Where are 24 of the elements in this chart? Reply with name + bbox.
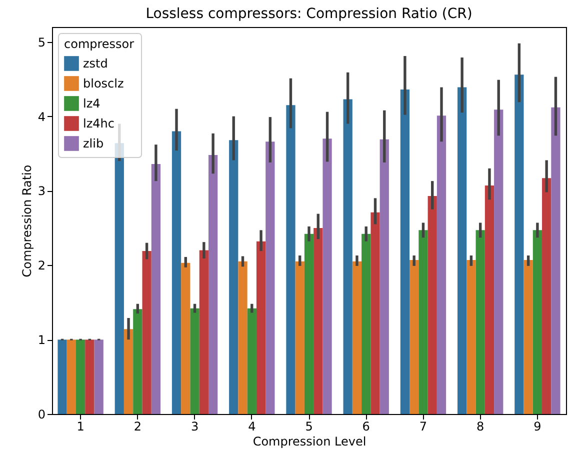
y-tick-label: 5 xyxy=(38,35,46,50)
x-tick-label: 6 xyxy=(362,420,370,434)
x-tick-label: 5 xyxy=(305,420,313,434)
legend-title: compressor xyxy=(64,37,134,51)
chart-title: Lossless compressors: Compression Ratio (CR) xyxy=(146,6,472,22)
x-tick-label: 3 xyxy=(190,420,199,434)
legend-label: zstd xyxy=(83,56,108,70)
y-axis-title: Compression Ratio xyxy=(20,164,34,278)
y-tick-label: 4 xyxy=(38,110,46,124)
x-axis-title: Compression Level xyxy=(252,434,366,448)
y-tick-label: 2 xyxy=(38,258,46,273)
x-tick-label: 9 xyxy=(534,420,542,434)
x-tick-label: 8 xyxy=(476,420,484,434)
x-tick-label: 1 xyxy=(76,420,84,434)
y-tick-label: 0 xyxy=(38,408,46,422)
y-tick-label: 1 xyxy=(38,333,46,348)
legend-label: lz4 xyxy=(83,96,100,110)
legend-label: lz4hc xyxy=(83,116,114,130)
x-tick-label: 2 xyxy=(134,420,142,434)
x-tick-label: 7 xyxy=(419,420,428,434)
legend-label: zlib xyxy=(83,136,104,150)
x-tick-label: 4 xyxy=(248,420,256,434)
legend-label: blosclz xyxy=(83,76,124,90)
y-tick-label: 3 xyxy=(38,184,46,198)
